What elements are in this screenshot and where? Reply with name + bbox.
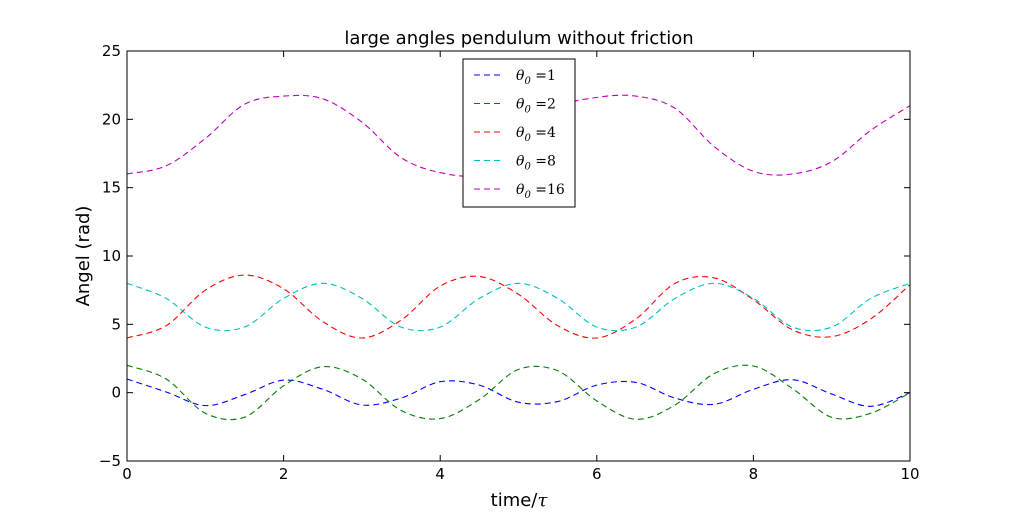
y-tick-label: 20 — [102, 110, 121, 128]
series-line-2 — [126, 364, 911, 421]
x-axis-label: time/τ — [491, 490, 549, 511]
series-line-1 — [126, 378, 911, 407]
chart-title: large angles pendulum without friction — [344, 28, 693, 49]
y-tick-label: 5 — [111, 315, 121, 333]
y-tick-label: 25 — [102, 42, 121, 60]
x-tick-label: 8 — [749, 465, 759, 483]
y-tick-label: 10 — [102, 247, 121, 265]
legend-label-5: θ0 =16 — [516, 182, 565, 201]
y-tick-label: 0 — [111, 384, 121, 402]
series-line-5 — [126, 94, 911, 177]
x-tick-label: 4 — [435, 465, 445, 483]
legend-box — [462, 58, 576, 208]
plot-lines — [126, 94, 911, 421]
legend-label-2: θ0 =2 — [516, 97, 556, 116]
y-tick-label: −5 — [99, 452, 121, 470]
plot-frame — [126, 50, 911, 462]
x-tick-label: 6 — [592, 465, 602, 483]
legend: θ0 =1 θ0 =2 θ0 =4 θ0 =8 θ0 =16 — [462, 58, 576, 208]
legend-label-1: θ0 =1 — [516, 68, 556, 87]
y-axis-label: Angel (rad) — [73, 206, 94, 307]
series-line-4 — [126, 282, 911, 332]
x-tick-label: 10 — [900, 465, 919, 483]
y-tick-label: 15 — [102, 179, 121, 197]
series-line-3 — [126, 274, 911, 339]
legend-label-4: θ0 =8 — [516, 154, 556, 173]
y-ticks: −5 0 5 10 15 20 25 — [99, 42, 910, 470]
legend-label-3: θ0 =4 — [516, 125, 556, 144]
x-tick-label: 2 — [279, 465, 289, 483]
x-tick-label: 0 — [122, 465, 132, 483]
